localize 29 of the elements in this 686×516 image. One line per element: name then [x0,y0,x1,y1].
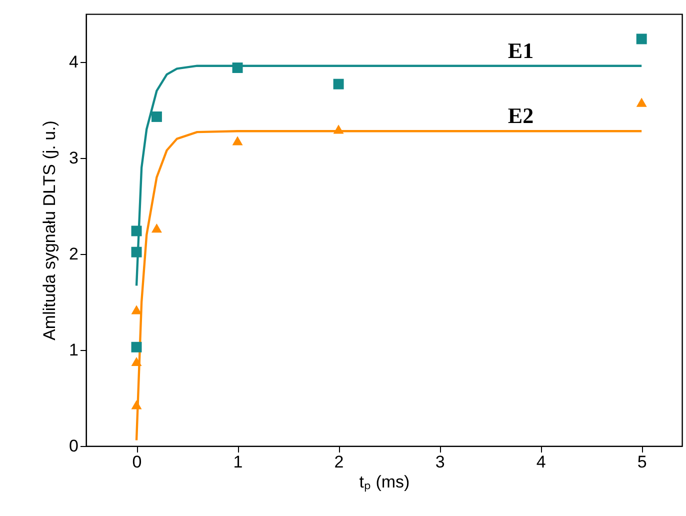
point [636,34,647,44]
y-tick-label: 1 [69,340,78,360]
x-tick-label: 3 [435,452,445,472]
point [151,224,162,233]
point [131,305,142,314]
point [131,342,142,352]
x-tick-label: 1 [233,452,243,472]
y-tick-label: 0 [69,436,78,456]
point [232,62,243,74]
point [131,356,142,366]
point [232,136,243,146]
x-axis-title: tₚ (ms) [359,472,410,492]
y-tick-label: 2 [69,244,78,264]
x-tick-label: 2 [334,452,344,472]
point [131,226,142,236]
point [333,124,344,134]
x-tick-label: 0 [132,452,142,472]
x-tick-label: 5 [637,452,647,472]
y-axis-title: Amlituda sygnału DLTS (j. u.) [40,120,60,340]
x-tick-label: 4 [536,452,546,472]
y-tick-label: 4 [69,52,78,72]
series-label: E1 [508,38,534,63]
point [131,246,142,258]
point [636,98,647,107]
point [333,78,344,90]
y-tick-label: 3 [69,148,78,168]
series-label: E2 [508,103,534,128]
point [131,400,142,410]
point [151,111,162,122]
